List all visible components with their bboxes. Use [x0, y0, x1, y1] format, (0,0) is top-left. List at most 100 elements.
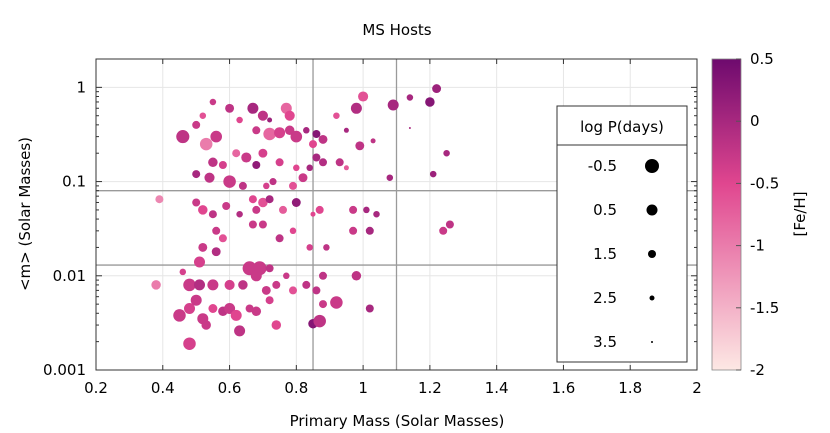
- plot-area: 0.2 0.4 0.6 0.8 1 1.2 1.4 1.6 1.8 2 0.001 0.01 0.1 1: [43, 58, 702, 397]
- x-tick-label: 0.4: [151, 379, 175, 397]
- scatter-point: [234, 325, 246, 337]
- scatter-point: [315, 205, 324, 214]
- scatter-point: [302, 280, 311, 289]
- size-legend: log P(days) -0.5 0.5 1.5 2.5 3.5: [556, 105, 688, 363]
- x-axis-label: Primary Mass (Solar Masses): [290, 412, 505, 430]
- scatter-point: [310, 211, 316, 217]
- y-tick-label: 0.1: [62, 173, 86, 191]
- scatter-point: [271, 320, 282, 330]
- x-tick-label: 1: [358, 379, 368, 397]
- y-axis-ticks: 0.001 0.01 0.1 1: [43, 78, 697, 379]
- size-legend-marker: [648, 250, 656, 258]
- scatter-point: [263, 127, 276, 141]
- size-legend-label: 2.5: [593, 289, 617, 307]
- scatter-point: [223, 175, 236, 188]
- scatter-point: [330, 296, 343, 309]
- scatter-point: [258, 220, 267, 229]
- scatter-point: [192, 198, 201, 207]
- scatter-point: [258, 148, 268, 158]
- scatter-point: [184, 303, 195, 314]
- scatter-point: [261, 285, 271, 295]
- scatter-point: [201, 320, 211, 330]
- scatter-point: [265, 264, 274, 273]
- scatter-point: [252, 126, 261, 135]
- scatter-point: [192, 120, 201, 129]
- scatter-point: [363, 206, 370, 214]
- scatter-point: [194, 256, 205, 268]
- scatter-point: [319, 158, 327, 167]
- size-legend-marker: [645, 159, 659, 173]
- x-tick-label: 0.6: [218, 379, 242, 397]
- scatter-point: [252, 205, 261, 214]
- scatter-point: [224, 279, 235, 290]
- scatter-point: [179, 268, 187, 276]
- x-tick-label: 2: [692, 379, 702, 397]
- size-legend-entries: -0.5 0.5 1.5 2.5 3.5: [588, 157, 659, 351]
- size-legend-marker: [649, 295, 655, 301]
- scatter-point: [192, 170, 201, 179]
- colorbar-tick-label: -0.5: [750, 174, 779, 192]
- scatter-point: [406, 94, 414, 101]
- scatter-point: [269, 178, 277, 186]
- scatter-point: [222, 202, 231, 210]
- scatter-point: [265, 296, 274, 305]
- scatter-point: [183, 337, 196, 350]
- scatter-point: [250, 270, 262, 282]
- size-legend-label: 0.5: [593, 201, 617, 219]
- scatter-point: [425, 97, 435, 107]
- scatter-point: [291, 198, 301, 207]
- x-tick-label: 0.2: [84, 379, 108, 397]
- scatter-point: [275, 158, 284, 167]
- chart-title: MS Hosts: [362, 21, 431, 39]
- scatter-point: [284, 110, 295, 121]
- scatter-point: [298, 173, 308, 183]
- y-tick-label: 1: [76, 78, 86, 96]
- scatter-point: [335, 158, 344, 167]
- scatter-point: [241, 152, 252, 163]
- scatter-point: [204, 172, 215, 183]
- scatter-point: [313, 314, 326, 328]
- scatter-point: [293, 164, 300, 172]
- scatter-point: [432, 84, 442, 94]
- scatter-point: [248, 195, 257, 204]
- scatter-point: [365, 226, 374, 235]
- scatter-point: [151, 280, 161, 290]
- scatter-point: [355, 141, 365, 151]
- scatter-point: [247, 102, 259, 114]
- scatter-point: [279, 205, 287, 214]
- scatter-point: [199, 112, 207, 119]
- scatter-point: [306, 244, 313, 251]
- scatter-point: [274, 127, 286, 139]
- scatter-point: [245, 304, 254, 313]
- scatter-point: [208, 304, 218, 313]
- scatter-point: [306, 164, 313, 172]
- size-legend-marker: [651, 341, 653, 343]
- scatter-point: [323, 244, 330, 251]
- colorbar: 0.5 0 -0.5 -1 -1.5 -2 [Fe/H]: [711, 50, 809, 379]
- scatter-point: [318, 134, 328, 144]
- colorbar-label: [Fe/H]: [791, 191, 809, 236]
- scatter-point: [209, 98, 217, 106]
- x-tick-label: 1.8: [618, 379, 642, 397]
- scatter-point: [248, 220, 257, 229]
- scatter-point: [190, 294, 202, 306]
- y-tick-label: 0.01: [53, 267, 86, 285]
- scatter-point: [319, 300, 327, 309]
- scatter-point: [230, 309, 242, 321]
- scatter-point: [265, 195, 274, 204]
- y-tick-label: 0.001: [43, 361, 86, 379]
- scatter-point: [312, 130, 321, 138]
- scatter-point: [236, 116, 243, 124]
- scatter-point: [258, 197, 268, 208]
- scatter-point: [343, 165, 349, 171]
- scatter-point: [238, 181, 247, 190]
- colorbar-tick-label: 0: [750, 112, 760, 130]
- colorbar-tick-label: -1.5: [750, 299, 779, 317]
- scatter-point: [211, 247, 221, 257]
- scatter-point: [370, 138, 376, 144]
- size-legend-box: [556, 105, 688, 363]
- scatter-point: [289, 286, 297, 295]
- scatter-point: [267, 117, 273, 123]
- scatter-point: [218, 234, 227, 243]
